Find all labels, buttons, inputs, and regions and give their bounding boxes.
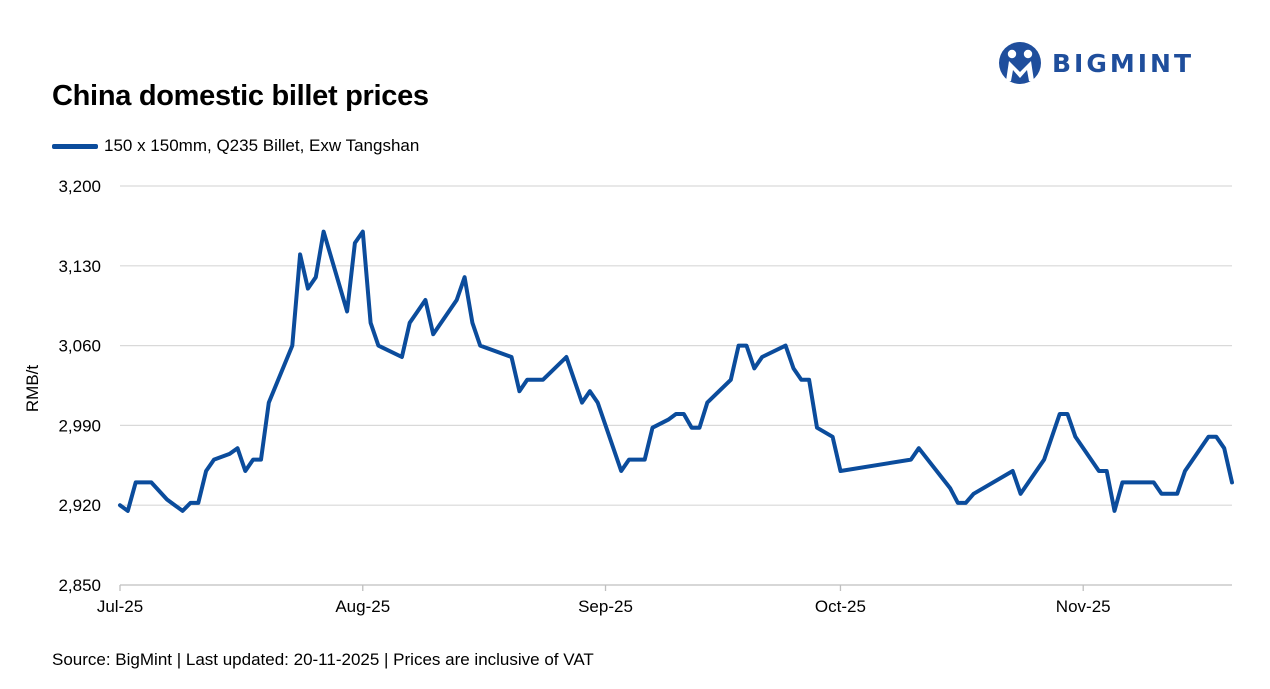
x-tick-label: Nov-25 [1056,597,1111,616]
legend-label: 150 x 150mm, Q235 Billet, Exw Tangshan [104,136,420,155]
legend-swatch [52,143,98,149]
y-tick-label: 2,990 [58,416,101,435]
source-footer: Source: BigMint | Last updated: 20-11-20… [52,650,594,669]
y-tick-label: 3,130 [58,257,101,276]
y-tick-label: 3,060 [58,337,101,356]
x-tick-label: Sep-25 [578,597,633,616]
series-line [118,229,1234,513]
bigmint-logo-text: BIGMINT [1052,48,1195,78]
x-tick-label: Oct-25 [815,597,866,616]
y-axis-label: RMB/t [23,365,42,413]
y-tick-label: 2,920 [58,496,101,515]
chart-legend: 150 x 150mm, Q235 Billet, Exw Tangshan [52,136,419,156]
x-tick-label: Aug-25 [335,597,390,616]
y-tick-label: 3,200 [58,177,101,196]
chart-title: China domestic billet prices [52,80,429,112]
y-tick-label: 2,850 [58,576,101,595]
bigmint-logo-icon [999,42,1041,84]
x-tick-label: Jul-25 [97,597,143,616]
bigmint-logo: BIGMINT [998,40,1230,86]
